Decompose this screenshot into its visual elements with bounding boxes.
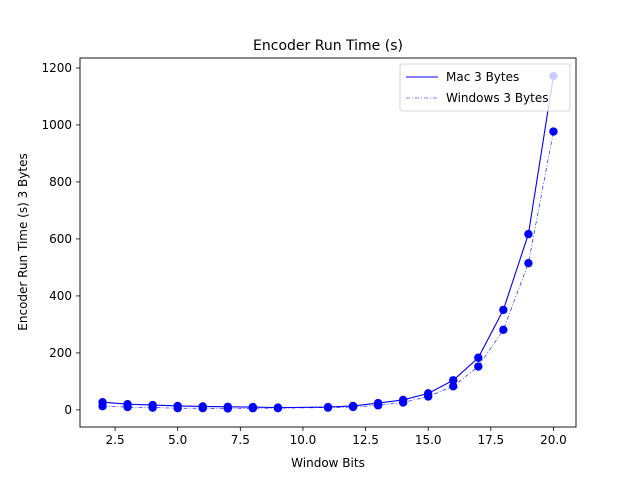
y-tick-label: 1200 <box>41 61 72 75</box>
axes-frame <box>79 57 577 428</box>
legend-box <box>399 63 571 112</box>
data-point-series-1 <box>348 402 358 412</box>
data-point-series-1 <box>474 362 483 371</box>
chart-title: Encoder Run Time (s) <box>253 38 403 54</box>
y-tick-label: 800 <box>49 175 72 189</box>
y-tick-label: 200 <box>49 346 72 360</box>
data-point-series-0 <box>449 376 458 385</box>
y-tick-label: 600 <box>49 232 72 246</box>
data-point-series-1 <box>248 403 258 413</box>
data-point-series-1 <box>273 403 283 413</box>
x-tick-label: 20.0 <box>540 433 567 447</box>
y-tick-label: 0 <box>64 403 72 417</box>
x-tick-label: 10.0 <box>290 433 317 447</box>
data-point-series-1 <box>424 392 433 401</box>
legend-label-0: Mac 3 Bytes <box>446 70 519 84</box>
data-point-series-0 <box>499 305 508 315</box>
data-point-series-0 <box>524 229 533 239</box>
y-tick-label: 1000 <box>41 118 72 132</box>
x-tick-label: 17.5 <box>477 433 504 447</box>
data-point-series-1 <box>524 258 533 268</box>
y-axis-label: Encoder Run Time (s) 3 Bytes <box>16 153 30 330</box>
x-tick-label: 2.5 <box>106 433 125 447</box>
data-point-series-0 <box>474 353 483 362</box>
x-tick-label: 12.5 <box>352 433 379 447</box>
data-point-series-1 <box>499 325 508 335</box>
data-point-series-1 <box>323 403 333 412</box>
data-point-series-1 <box>449 382 458 391</box>
x-tick-label: 15.0 <box>415 433 442 447</box>
data-point-series-1 <box>549 127 558 136</box>
data-point-series-1 <box>373 401 383 410</box>
plot-area: 2.5 5.0 7.5 10.0 12.5 15.0 17.5 20.0 0 200 400 600 8… <box>41 57 577 447</box>
data-point-series-1 <box>148 403 157 412</box>
legend: Mac 3 Bytes Windows 3 Bytes <box>399 63 571 112</box>
data-point-series-1 <box>173 403 182 413</box>
y-tick-label: 400 <box>49 289 72 303</box>
data-point-series-1 <box>123 402 132 412</box>
x-axis-label: Window Bits <box>291 456 365 470</box>
data-point-series-1 <box>198 403 207 413</box>
data-point-series-1 <box>223 404 232 413</box>
legend-label-1: Windows 3 Bytes <box>446 91 549 105</box>
data-point-series-1 <box>398 398 408 407</box>
x-tick-label: 7.5 <box>231 433 250 447</box>
data-point-series-1 <box>98 401 107 411</box>
x-tick-label: 5.0 <box>168 433 187 447</box>
